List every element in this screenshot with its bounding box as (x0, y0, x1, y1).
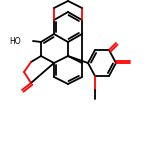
Text: HO: HO (9, 36, 21, 45)
